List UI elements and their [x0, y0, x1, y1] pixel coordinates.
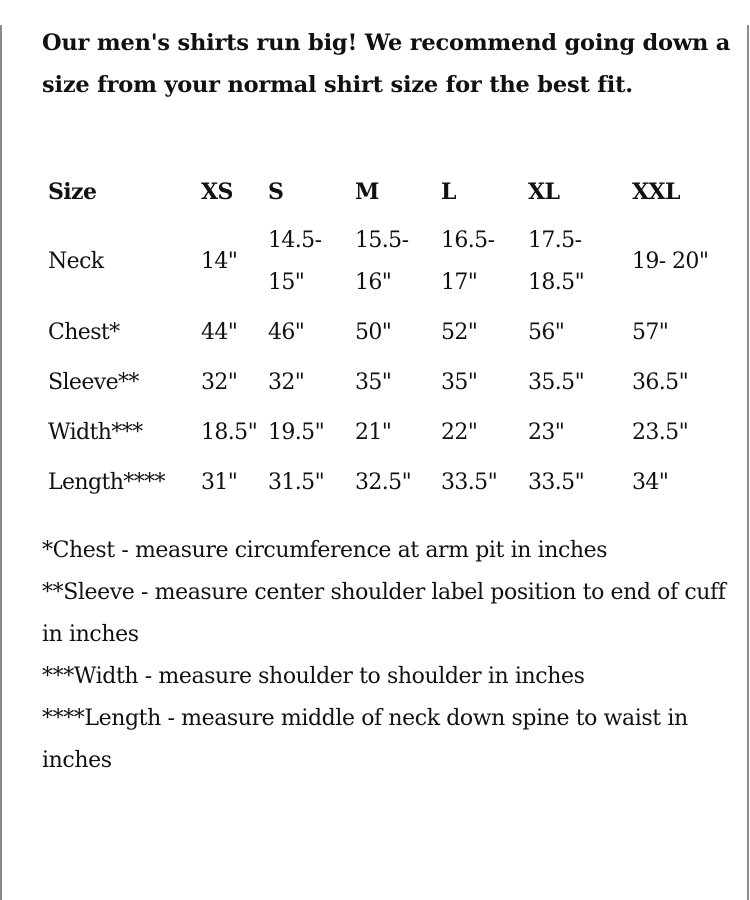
- row-label: Chest*: [48, 320, 120, 345]
- header-l: L: [441, 179, 456, 205]
- table-header-row: Size XS S M L XL XXL: [42, 168, 722, 216]
- table-row: Length**** 31" 31.5" 32.5" 33.5" 33.5" 34": [42, 458, 722, 508]
- row-label: Sleeve**: [48, 370, 139, 395]
- fit-recommendation: Our men's shirts run big! We recommend g…: [42, 30, 731, 98]
- table-cell: 57": [632, 320, 669, 345]
- header-s: S: [268, 179, 284, 205]
- table-row: Sleeve** 32" 32" 35" 35" 35.5" 36.5": [42, 358, 722, 408]
- row-label: Width***: [48, 420, 143, 445]
- size-chart-table: Size XS S M L XL XXL Neck 14" 14.5- 15" 15.…: [42, 168, 722, 508]
- note-length: ****Length - measure middle of neck down…: [42, 706, 688, 773]
- note-chest: *Chest - measure circumference at arm pi…: [42, 538, 608, 563]
- table-row: Neck 14" 14.5- 15" 15.5- 16" 16.5- 17" 17.5- …: [42, 216, 722, 308]
- table-cell: 33.5": [528, 470, 585, 495]
- header-xs: XS: [201, 179, 233, 205]
- table-cell: 14.5- 15": [268, 228, 322, 295]
- table-cell: 15.5- 16": [355, 228, 409, 295]
- table-row: Width*** 18.5" 19.5" 21" 22" 23" 23.5": [42, 408, 722, 458]
- table-cell: 32.5": [355, 470, 412, 495]
- table-cell: 16.5- 17": [441, 228, 495, 295]
- table-cell: 34": [632, 470, 669, 495]
- table-cell: 36.5": [632, 370, 689, 395]
- table-cell: 22": [441, 420, 478, 445]
- table-cell: 17.5- 18.5": [528, 228, 585, 295]
- table-cell: 31.5": [268, 470, 325, 495]
- table-cell: 32": [201, 370, 238, 395]
- table-cell: 52": [441, 320, 478, 345]
- table-cell: 44": [201, 320, 238, 345]
- table-cell: 46": [268, 320, 305, 345]
- table-cell: 32": [268, 370, 305, 395]
- table-row: Chest* 44" 46" 50" 52" 56" 57": [42, 308, 722, 358]
- header-size: Size: [48, 179, 97, 205]
- right-border: [747, 25, 749, 900]
- note-sleeve: **Sleeve - measure center shoulder label…: [42, 580, 726, 647]
- left-border: [0, 25, 2, 900]
- table-cell: 35": [355, 370, 392, 395]
- table-cell: 19- 20": [632, 249, 709, 274]
- header-xl: XL: [528, 179, 560, 205]
- table-cell: 18.5": [201, 420, 258, 445]
- table-cell: 23": [528, 420, 565, 445]
- table-cell: 56": [528, 320, 565, 345]
- measurement-notes: *Chest - measure circumference at arm pi…: [42, 530, 732, 782]
- table-cell: 33.5": [441, 470, 498, 495]
- header-xxl: XXL: [632, 179, 680, 205]
- note-width: ***Width - measure shoulder to shoulder …: [42, 664, 585, 689]
- table-cell: 23.5": [632, 420, 689, 445]
- table-cell: 21": [355, 420, 392, 445]
- row-label: Neck: [48, 249, 104, 274]
- row-label: Length****: [48, 470, 166, 495]
- table-cell: 35": [441, 370, 478, 395]
- header-m: M: [355, 179, 379, 205]
- table-cell: 14": [201, 249, 238, 274]
- table-cell: 19.5": [268, 420, 325, 445]
- table-cell: 31": [201, 470, 238, 495]
- table-cell: 50": [355, 320, 392, 345]
- table-cell: 35.5": [528, 370, 585, 395]
